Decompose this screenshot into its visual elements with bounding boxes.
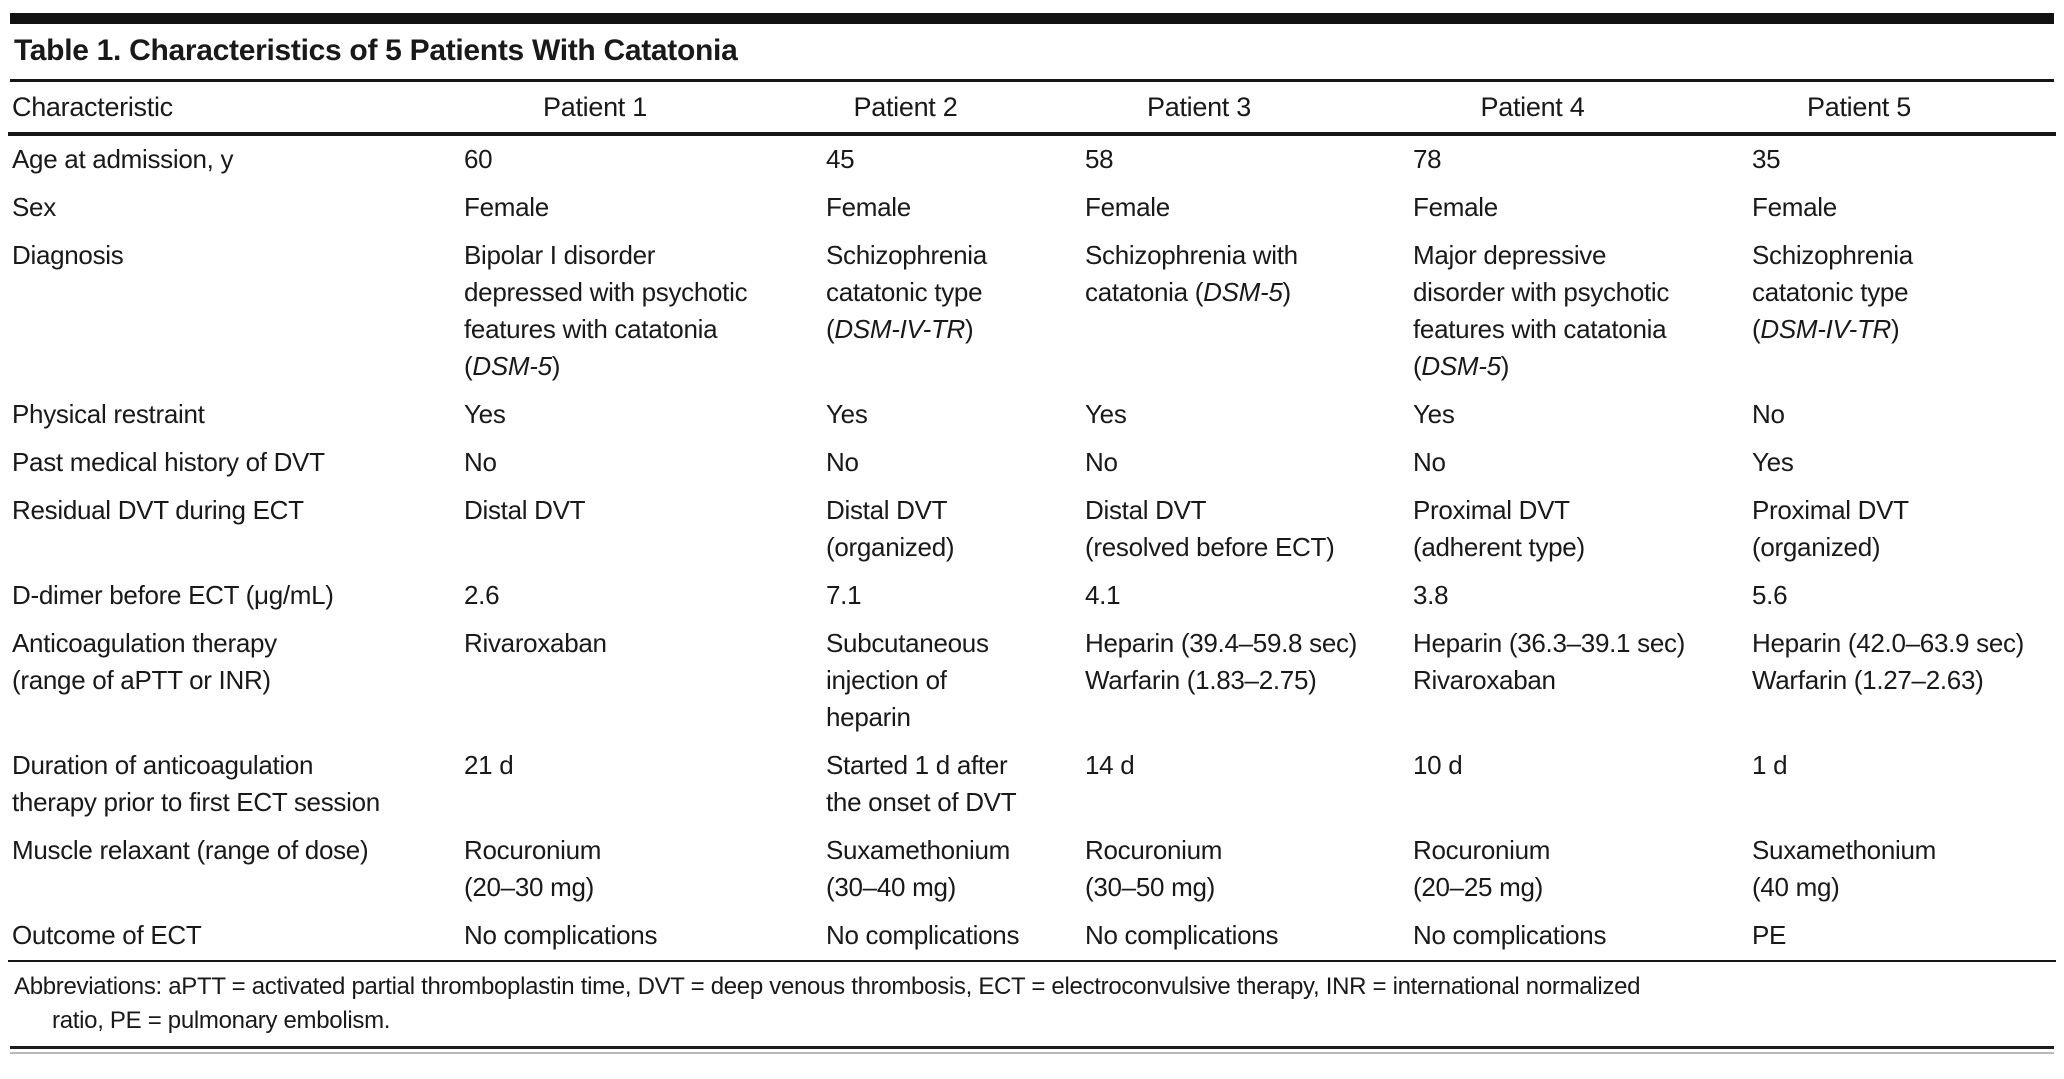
row-label: Muscle relaxant (range of dose) [12,835,369,865]
column-header-patient-3: Patient 3 [1075,82,1403,136]
cell-patient-3: No [1085,447,1118,477]
cell-patient-5: Yes [1752,447,1794,477]
cell-patient-3: Schizophrenia with catatonia (DSM-5) [1085,240,1298,307]
cell-patient-5: Proximal DVT (organized) [1752,495,1909,562]
cell-patient-3: 14 d [1085,750,1135,780]
cell-patient-4: Proximal DVT (adherent type) [1413,495,1585,562]
cell-patient-2: Suxamethonium (30–40 mg) [826,835,1010,902]
cell-patient-1: Yes [464,399,506,429]
cell-patient-3: 58 [1085,144,1114,174]
cell-patient-2: Yes [826,399,868,429]
cell-patient-1: Bipolar I disorder depressed with psycho… [464,240,748,381]
cell-patient-5: Female [1752,192,1837,222]
column-header-patient-1: Patient 1 [454,82,816,136]
cell-patient-2: No [826,447,859,477]
table-row: Age at admission, y 60 45 58 78 35 [8,134,2056,184]
table-row: Duration of anticoagulation therapy prio… [8,742,2056,827]
patients-table: Characteristic Patient 1 Patient 2 Patie… [8,82,2056,962]
column-header-characteristic: Characteristic [8,82,454,136]
row-label: Residual DVT during ECT [12,495,304,525]
table-row: Sex Female Female Female Female Female [8,184,2056,232]
cell-patient-5: PE [1752,920,1787,950]
cell-patient-3: Rocuronium (30–50 mg) [1085,835,1223,902]
row-label: D-dimer before ECT (μg/mL) [12,580,334,610]
cell-patient-1: No complications [464,920,658,950]
cell-patient-2: 7.1 [826,580,862,610]
cell-patient-4: No complications [1413,920,1607,950]
table-row: D-dimer before ECT (μg/mL) 2.6 7.1 4.1 3… [8,572,2056,620]
cell-patient-4: Heparin (36.3–39.1 sec) Rivaroxaban [1413,628,1686,695]
cell-patient-1: Distal DVT [464,495,586,525]
cell-patient-2: No complications [826,920,1020,950]
footnote: Abbreviations: aPTT = activated partial … [14,973,1641,1034]
cell-patient-4: Female [1413,192,1498,222]
cell-patient-4: Major depressive disorder with psychotic… [1413,240,1670,381]
table-row: Past medical history of DVT No No No No … [8,439,2056,487]
cell-patient-4: 3.8 [1413,580,1449,610]
cell-patient-2: 45 [826,144,855,174]
row-label: Sex [12,192,56,222]
cell-patient-5: Schizophrenia catatonic type (DSM-IV-TR) [1752,240,1913,344]
cell-patient-3: Heparin (39.4–59.8 sec) Warfarin (1.83–2… [1085,628,1358,695]
cell-patient-1: Female [464,192,549,222]
bottom-rule [10,1046,2054,1049]
cell-patient-1: No [464,447,497,477]
cell-patient-5: Suxamethonium (40 mg) [1752,835,1936,902]
cell-patient-5: Heparin (42.0–63.9 sec) Warfarin (1.27–2… [1752,628,2025,695]
cell-patient-2: Female [826,192,911,222]
cell-patient-4: 78 [1413,144,1442,174]
bottom-rule-shadow [10,1052,2054,1054]
row-label: Duration of anticoagulation therapy prio… [12,750,380,817]
row-label: Age at admission, y [12,144,234,174]
cell-patient-4: Rocuronium (20–25 mg) [1413,835,1551,902]
cell-patient-2: Subcutaneous injection of heparin [826,628,989,732]
cell-patient-1: Rocuronium (20–30 mg) [464,835,602,902]
cell-patient-3: No complications [1085,920,1279,950]
header-row: Characteristic Patient 1 Patient 2 Patie… [8,82,2056,136]
table-row: Anticoagulation therapy (range of aPTT o… [8,620,2056,742]
cell-patient-2: Started 1 d after the onset of DVT [826,750,1017,817]
table-row: Outcome of ECT No complications No compl… [8,912,2056,961]
cell-patient-1: Rivaroxaban [464,628,607,658]
table-row: Diagnosis Bipolar I disorder depressed w… [8,232,2056,391]
cell-patient-2: Schizophrenia catatonic type (DSM-IV-TR) [826,240,987,344]
column-header-patient-2: Patient 2 [816,82,1075,136]
cell-patient-4: Yes [1413,399,1455,429]
table-title: Table 1. Characteristics of 5 Patients W… [14,34,738,67]
table-row: Physical restraint Yes Yes Yes Yes No [8,391,2056,439]
cell-patient-5: 35 [1752,144,1781,174]
row-label: Physical restraint [12,399,205,429]
cell-patient-5: 1 d [1752,750,1788,780]
column-header-patient-5: Patient 5 [1742,82,2056,136]
cell-patient-4: No [1413,447,1446,477]
cell-patient-3: Female [1085,192,1170,222]
table-body: Age at admission, y 60 45 58 78 35 Sex F… [8,134,2056,961]
cell-patient-3: 4.1 [1085,580,1121,610]
row-label: Anticoagulation therapy (range of aPTT o… [12,628,277,695]
row-label: Past medical history of DVT [12,447,325,477]
cell-patient-5: No [1752,399,1785,429]
column-header-patient-4: Patient 4 [1403,82,1742,136]
row-label: Outcome of ECT [12,920,202,950]
cell-patient-3: Yes [1085,399,1127,429]
cell-patient-2: Distal DVT (organized) [826,495,955,562]
cell-patient-1: 2.6 [464,580,500,610]
cell-patient-1: 21 d [464,750,514,780]
page: Table 1. Characteristics of 5 Patients W… [0,13,2064,1054]
row-label: Diagnosis [12,240,124,270]
cell-patient-4: 10 d [1413,750,1463,780]
cell-patient-5: 5.6 [1752,580,1788,610]
table-row: Muscle relaxant (range of dose) Rocuroni… [8,827,2056,912]
cell-patient-1: 60 [464,144,493,174]
cell-patient-3: Distal DVT (resolved before ECT) [1085,495,1335,562]
table-row: Residual DVT during ECT Distal DVT Dista… [8,487,2056,572]
table-title-row: Table 1. Characteristics of 5 Patients W… [10,24,2054,82]
table-top-bar [10,13,2054,24]
